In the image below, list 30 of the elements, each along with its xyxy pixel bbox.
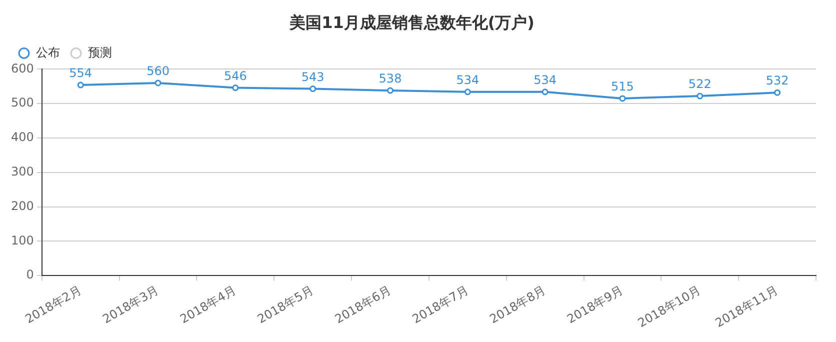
y-tick-label: 600 xyxy=(11,61,34,76)
data-label: 546 xyxy=(224,68,247,83)
chart-title: 美国11月成屋销售总数年化(万户) xyxy=(288,12,534,32)
y-tick-label: 200 xyxy=(11,198,34,213)
y-tick-label: 500 xyxy=(11,96,34,110)
point xyxy=(619,95,626,102)
y-tick-label: 300 xyxy=(11,164,34,179)
point xyxy=(154,80,162,86)
y-tick-label: 0 xyxy=(26,268,34,282)
data-label: 538 xyxy=(378,72,402,86)
data-label: 554 xyxy=(69,66,92,80)
point xyxy=(232,84,239,92)
data-label: 534 xyxy=(456,73,480,88)
data-label: 522 xyxy=(688,77,712,92)
y-tick-label: 100 xyxy=(11,233,34,248)
point xyxy=(77,82,84,88)
data-label: 532 xyxy=(766,74,789,88)
point xyxy=(774,89,781,96)
point xyxy=(310,86,316,92)
data-label: 543 xyxy=(301,70,324,84)
point xyxy=(387,87,394,94)
point xyxy=(542,88,548,96)
data-label: 515 xyxy=(611,80,634,94)
legend-label: 预测 xyxy=(88,45,112,60)
legend-label: 公布 xyxy=(36,45,60,60)
y-tick-label: 400 xyxy=(11,130,34,144)
point xyxy=(696,92,704,100)
point xyxy=(464,88,471,96)
data-label: 534 xyxy=(534,73,557,88)
data-label: 560 xyxy=(146,64,170,78)
